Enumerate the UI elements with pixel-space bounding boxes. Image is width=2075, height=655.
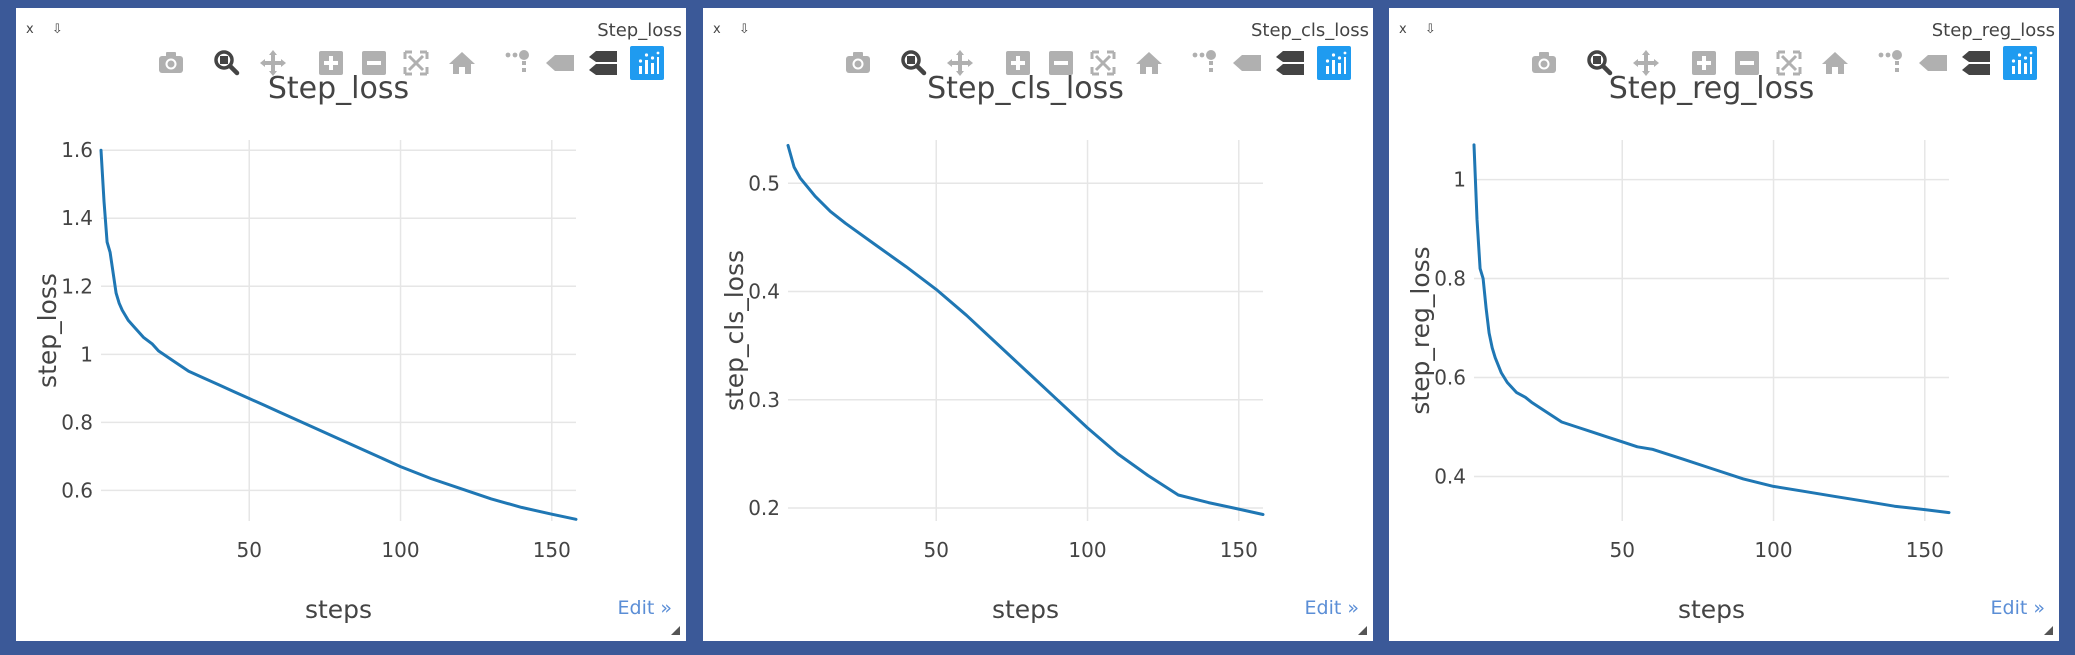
series-line [99,148,578,521]
camera-icon[interactable] [154,46,188,80]
zoom-icon[interactable] [1582,46,1616,80]
y-axis-title: step_cls_loss [720,250,749,411]
minimize-pane-button[interactable]: ⇩ [1424,22,1436,37]
x-tick-label: 100 [1754,538,1792,562]
pane-title: Step_loss [597,20,682,41]
chart-title: Step_cls_loss [927,71,1124,106]
pan-icon[interactable] [1629,46,1663,80]
x-tick-label: 150 [1906,538,1944,562]
pane-title: Step_cls_loss [1250,20,1369,41]
zoom-icon[interactable] [896,46,930,80]
y-tick-label: 0.2 [748,496,780,520]
autoscale-icon[interactable] [399,46,433,80]
y-tick-label: 0.5 [748,171,780,195]
x-tick-label: 50 [1610,538,1635,562]
x-axis-title: steps [992,595,1059,624]
plotly-logo-icon[interactable] [1317,46,1351,80]
zoom-out-icon[interactable] [1044,46,1078,80]
autoscale-icon[interactable] [1772,46,1806,80]
pane-title: Step_reg_loss [1931,20,2055,41]
y-tick-label: 0.8 [61,410,93,434]
close-pane-button[interactable]: x [713,22,721,37]
chart-pane-step-reg-loss: x ⇩ Step_reg_loss 50 100 150 0.4 0.6 0.8 1 Step… [1389,8,2059,641]
x-axis-title: steps [305,595,372,624]
y-tick-label: 0.8 [1434,267,1466,291]
resize-handle-icon[interactable] [2044,626,2053,635]
zoom-out-icon[interactable] [1730,46,1764,80]
zoom-in-icon[interactable] [1001,46,1035,80]
camera-icon[interactable] [841,46,875,80]
edit-link[interactable]: Edit » [1304,597,1359,619]
pane-controls: x ⇩ [26,22,77,37]
chart-title: Step_reg_loss [1609,71,1814,106]
y-tick-label: 1 [80,342,93,366]
y-tick-label: 0.4 [748,280,780,304]
resize-handle-icon[interactable] [671,626,680,635]
y-tick-label: 1 [1453,168,1466,192]
pane-controls: x ⇩ [1399,22,1450,37]
x-axis-title: steps [1678,595,1745,624]
home-icon[interactable] [1132,46,1166,80]
y-tick-label: 1.6 [61,138,93,162]
zoom-in-icon[interactable] [314,46,348,80]
pan-icon[interactable] [256,46,290,80]
x-tick-label: 100 [381,538,419,562]
x-tick-label: 100 [1068,538,1106,562]
plotly-logo-icon[interactable] [2003,46,2037,80]
edit-link[interactable]: Edit » [1990,597,2045,619]
close-pane-button[interactable]: x [1399,22,1407,37]
minimize-pane-button[interactable]: ⇩ [738,22,750,37]
y-axis-title: step_reg_loss [1406,246,1435,414]
hover-compare-icon[interactable] [1959,46,1993,80]
close-pane-button[interactable]: x [26,22,34,37]
x-tick-label: 50 [237,538,262,562]
minimize-pane-button[interactable]: ⇩ [51,22,63,37]
hover-compare-icon[interactable] [1273,46,1307,80]
edit-link[interactable]: Edit » [617,597,672,619]
y-tick-label: 0.6 [1434,366,1466,390]
chart-title: Step_loss [268,71,409,106]
hover-closest-icon[interactable] [543,46,577,80]
spike-lines-icon[interactable] [1873,46,1907,80]
y-tick-label: 0.4 [1434,464,1466,488]
hover-closest-icon[interactable] [1916,46,1950,80]
y-tick-label: 1.2 [61,274,93,298]
camera-icon[interactable] [1527,46,1561,80]
y-tick-label: 0.6 [61,478,93,502]
autoscale-icon[interactable] [1086,46,1120,80]
hover-closest-icon[interactable] [1230,46,1264,80]
home-icon[interactable] [445,46,479,80]
spike-lines-icon[interactable] [1187,46,1221,80]
x-tick-label: 50 [924,538,949,562]
chart-pane-step-cls-loss: x ⇩ Step_cls_loss 50 100 150 0.2 0.3 0.4 0.5 St… [703,8,1373,641]
x-tick-label: 150 [533,538,571,562]
series-line [1472,143,1951,515]
x-tick-label: 150 [1220,538,1258,562]
zoom-in-icon[interactable] [1687,46,1721,80]
resize-handle-icon[interactable] [1358,626,1367,635]
home-icon[interactable] [1818,46,1852,80]
plotly-logo-icon[interactable] [630,46,664,80]
y-tick-label: 1.4 [61,206,93,230]
hover-compare-icon[interactable] [586,46,620,80]
series-line [786,143,1265,516]
y-axis-title: step_loss [33,273,62,388]
pan-icon[interactable] [943,46,977,80]
zoom-icon[interactable] [209,46,243,80]
chart-pane-step-loss: x ⇩ Step_loss 50 100 150 0.6 0.8 1 1.2 1.4 1.6 St… [16,8,686,641]
spike-lines-icon[interactable] [500,46,534,80]
zoom-out-icon[interactable] [357,46,391,80]
y-tick-label: 0.3 [748,388,780,412]
pane-controls: x ⇩ [713,22,764,37]
